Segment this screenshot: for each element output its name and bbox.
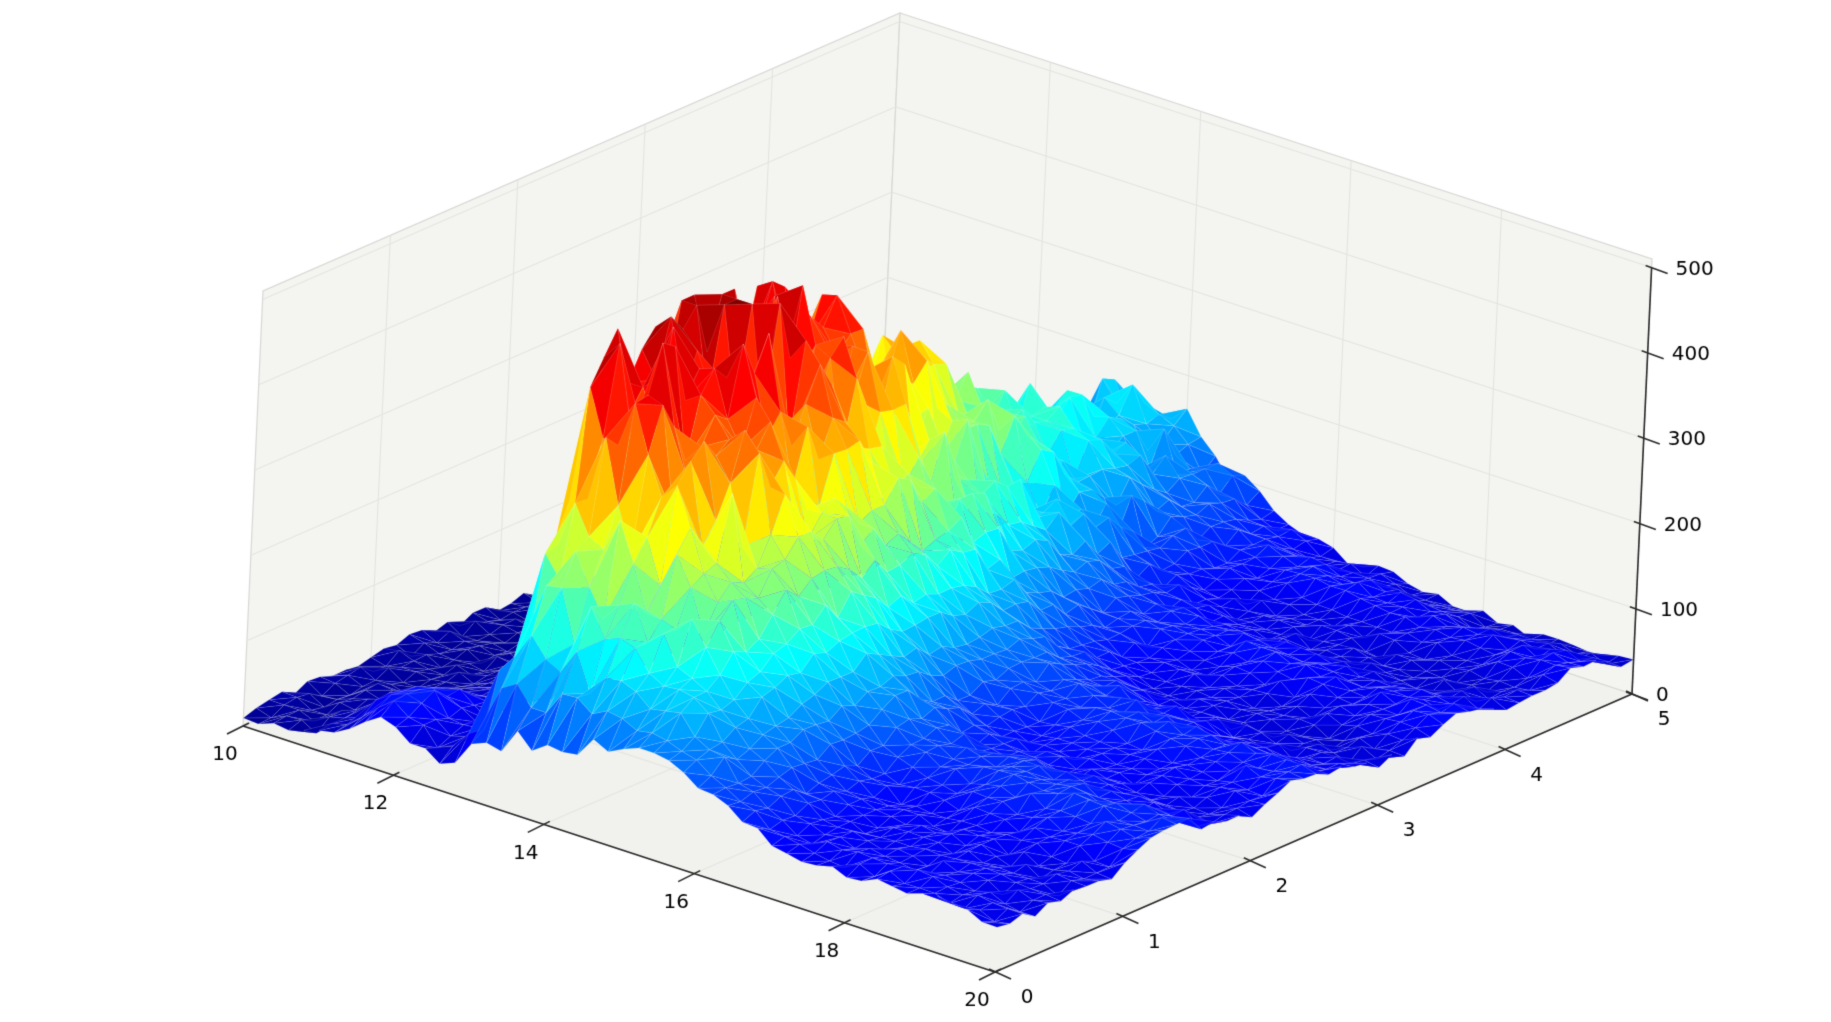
figure-3d-surface xyxy=(0,0,1831,1022)
3d-surface-plot-canvas xyxy=(0,0,1831,1022)
